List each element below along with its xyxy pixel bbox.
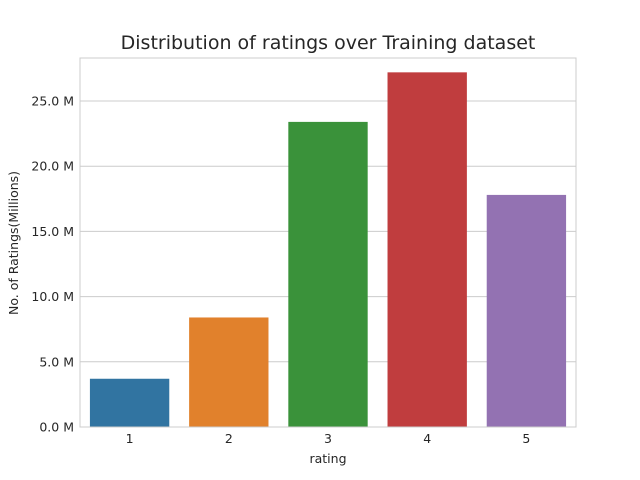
x-tick-label: 2 <box>225 431 233 446</box>
x-tick-labels: 1 2 3 4 5 <box>126 431 531 446</box>
x-tick-label: 5 <box>522 431 530 446</box>
y-tick-label: 10.0 M <box>31 289 74 304</box>
x-axis-label: rating <box>309 451 346 466</box>
x-tick-label: 1 <box>126 431 134 446</box>
bars <box>89 72 567 428</box>
y-tick-labels: 0.0 M 5.0 M 10.0 M 15.0 M 20.0 M 25.0 M <box>31 94 74 435</box>
bar-rating-4 <box>387 72 467 427</box>
y-tick-label: 0.0 M <box>39 420 74 435</box>
y-tick-label: 20.0 M <box>31 159 74 174</box>
x-tick-label: 4 <box>423 431 431 446</box>
y-tick-label: 15.0 M <box>31 224 74 239</box>
bar-rating-3 <box>288 121 368 428</box>
chart-title: Distribution of ratings over Training da… <box>121 32 536 54</box>
y-tick-label: 5.0 M <box>39 354 74 369</box>
y-axis-label: No. of Ratings(Millions) <box>6 171 21 315</box>
x-tick-label: 3 <box>324 431 332 446</box>
y-tick-label: 25.0 M <box>31 94 74 109</box>
bar-rating-1 <box>89 378 170 427</box>
plot-frame <box>79 57 577 428</box>
bar-rating-2 <box>189 317 269 427</box>
bar-rating-5 <box>486 194 567 427</box>
